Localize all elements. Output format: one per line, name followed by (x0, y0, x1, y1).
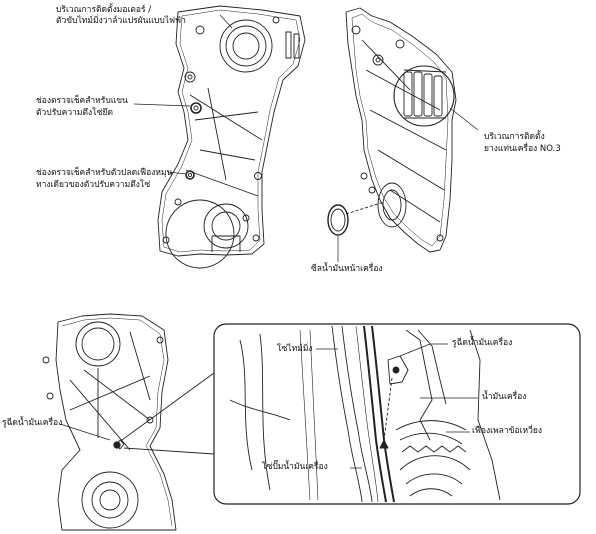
timing-cover-front-view (157, 5, 306, 269)
oil-pump-chain-label: โซ่ปั๊มน้ำมันเครื่อง (262, 462, 328, 472)
mount-area-label-line2: ยางแท่นเครื่อง NO.3 (484, 144, 561, 154)
motor-area-label-line1: บริเวณการติดตั้งมอเตอร์ / (56, 5, 152, 15)
crank-sprocket-label: เฟืองเพลาข้อเหวี่ยง (472, 426, 542, 436)
lock-check-label-line1: ช่องตรวจเช็คสำหรับตัวปลดเฟืองหมุน (36, 168, 173, 178)
chain-check-label-line2: ตัวปรับความตึงโซ่ยึด (36, 108, 113, 118)
mount-area-label-line1: บริเวณการติดตั้ง (484, 132, 545, 142)
timing-cover-side-view (327, 7, 457, 253)
zoom-line-lower (123, 447, 215, 455)
oil-hole-detail-label: รูฉีดน้ำมันเครื่อง (452, 338, 513, 348)
detail-view (229, 325, 501, 503)
detail-box (213, 323, 581, 505)
timing-chain-label: โซ่ไทม์มิ่ง (277, 344, 313, 354)
leader-lines (59, 14, 479, 469)
lock-check-label-line2: ทางเดียวของตัวปรับความตึงโซ่ (36, 180, 151, 190)
timing-cover-partial-view (42, 313, 177, 531)
zoom-line-upper (121, 372, 215, 441)
oil-hole-label-left: รูฉีดน้ำมันเครื่อง (2, 418, 63, 428)
motor-area-label-line2: ตัวขับไทม์มิ่งวาล์วแปรผันแบบไฟฟ้า (56, 16, 186, 26)
engine-oil-label: น้ำมันเครื่อง (482, 392, 527, 402)
chain-check-label-line1: ช่องตรวจเช็คสำหรับแขน (36, 96, 128, 106)
front-oil-seal-label: ซีลน้ำมันหน้าเครื่อง (311, 264, 383, 274)
